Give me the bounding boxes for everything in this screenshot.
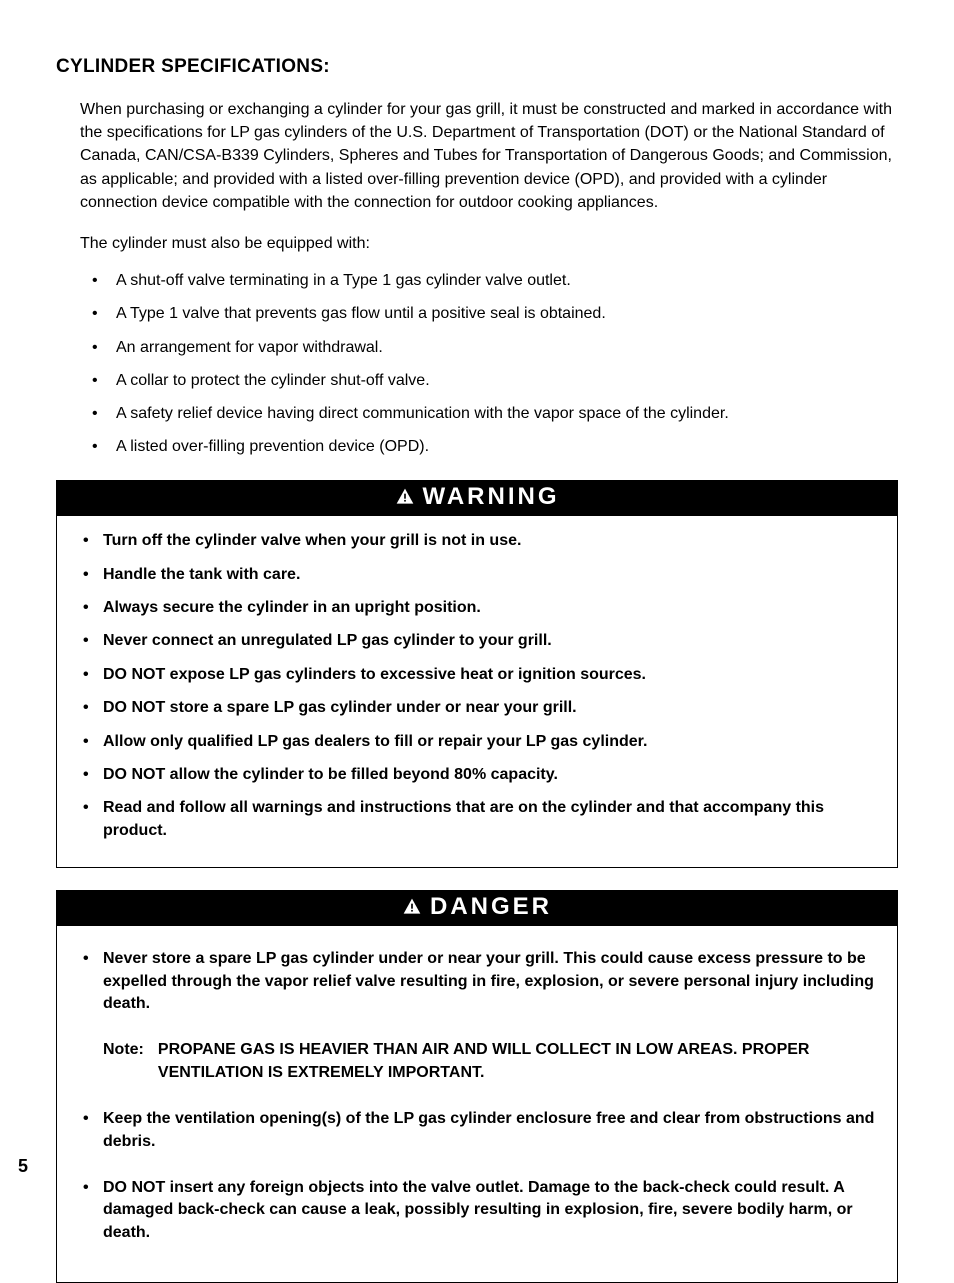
warning-item: DO NOT expose LP gas cylinders to excess… (77, 664, 877, 686)
note-text: PROPANE GAS IS HEAVIER THAN AIR AND WILL… (158, 1039, 877, 1084)
spec-item: A collar to protect the cylinder shut-of… (80, 369, 898, 392)
section-title: CYLINDER SPECIFICATIONS: (56, 56, 898, 78)
danger-callout: DANGER Never store a spare LP gas cylind… (56, 890, 898, 1283)
equipment-intro: The cylinder must also be equipped with: (80, 232, 898, 255)
spec-item: A Type 1 valve that prevents gas flow un… (80, 302, 898, 325)
danger-item: Never store a spare LP gas cylinder unde… (77, 948, 877, 1015)
warning-item: Read and follow all warnings and instruc… (77, 797, 877, 842)
spec-item: A listed over-filling prevention device … (80, 435, 898, 458)
danger-header: DANGER (57, 890, 897, 926)
page-number: 5 (18, 1156, 28, 1177)
warning-item: Turn off the cylinder valve when your gr… (77, 530, 877, 552)
spec-list: A shut-off valve terminating in a Type 1… (80, 269, 898, 458)
warning-label: WARNING (423, 483, 560, 511)
warning-item: Handle the tank with care. (77, 564, 877, 586)
warning-item: Allow only qualified LP gas dealers to f… (77, 731, 877, 753)
danger-label: DANGER (430, 893, 552, 921)
warning-list: Turn off the cylinder valve when your gr… (57, 516, 897, 842)
warning-header: WARNING (57, 480, 897, 516)
danger-item: Keep the ventilation opening(s) of the L… (77, 1108, 877, 1153)
danger-list-cont: Keep the ventilation opening(s) of the L… (57, 1108, 897, 1244)
spec-item: An arrangement for vapor withdrawal. (80, 336, 898, 359)
spec-item: A safety relief device having direct com… (80, 402, 898, 425)
danger-note: Note: PROPANE GAS IS HEAVIER THAN AIR AN… (103, 1039, 877, 1084)
alert-triangle-icon (402, 897, 422, 917)
note-label: Note: (103, 1039, 158, 1084)
danger-list: Never store a spare LP gas cylinder unde… (57, 926, 897, 1015)
warning-item: DO NOT allow the cylinder to be filled b… (77, 764, 877, 786)
warning-item: DO NOT store a spare LP gas cylinder und… (77, 697, 877, 719)
danger-item: DO NOT insert any foreign objects into t… (77, 1177, 877, 1244)
intro-paragraph: When purchasing or exchanging a cylinder… (80, 98, 898, 214)
spec-item: A shut-off valve terminating in a Type 1… (80, 269, 898, 292)
alert-triangle-icon (395, 487, 415, 507)
warning-item: Always secure the cylinder in an upright… (77, 597, 877, 619)
warning-item: Never connect an unregulated LP gas cyli… (77, 630, 877, 652)
warning-callout: WARNING Turn off the cylinder valve when… (56, 480, 898, 868)
